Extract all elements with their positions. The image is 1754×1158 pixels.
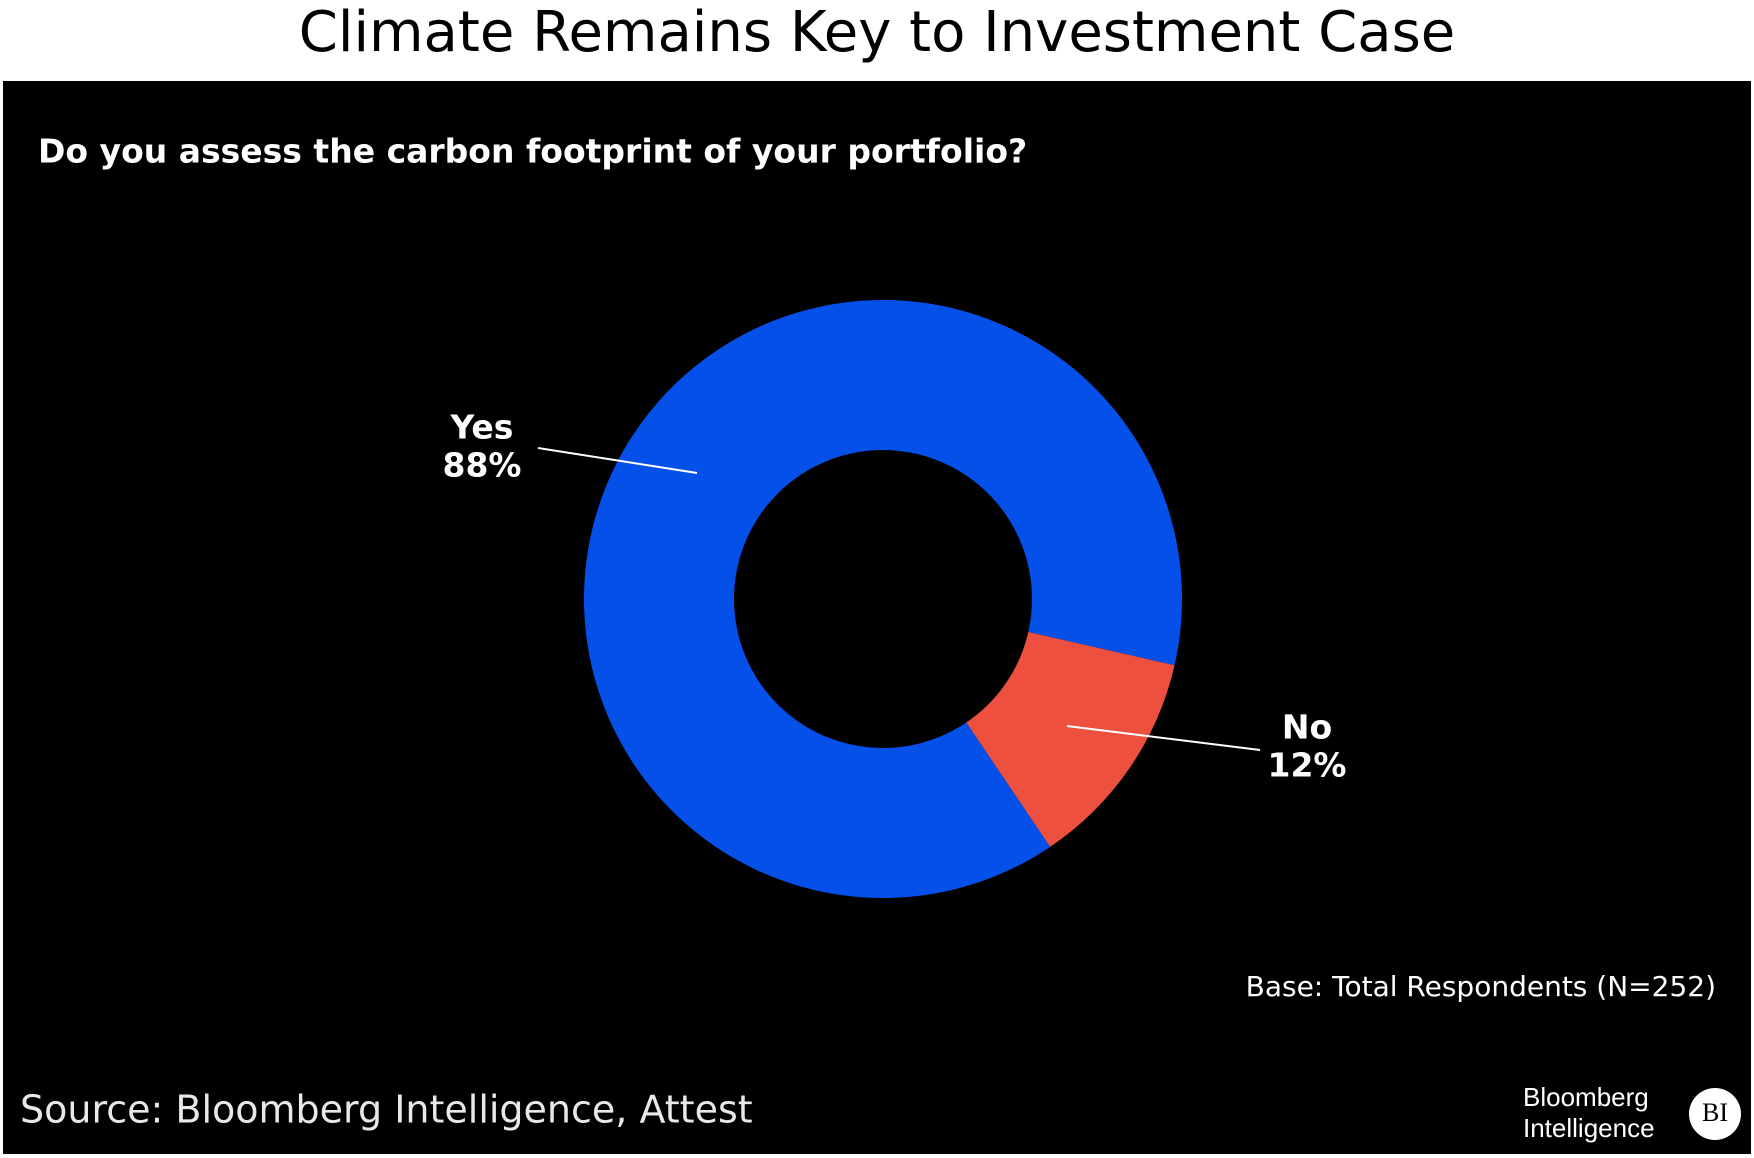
chart-title: Climate Remains Key to Investment Case bbox=[299, 0, 1455, 65]
donut-slice bbox=[584, 300, 1182, 899]
logo-text: Bloomberg bbox=[1523, 1082, 1649, 1112]
source: Source: Bloomberg Intelligence, Attest bbox=[20, 1088, 753, 1132]
value-label: 12% bbox=[1268, 746, 1347, 785]
logo-badge-text: BI bbox=[1702, 1098, 1728, 1127]
panel bbox=[3, 81, 1751, 1154]
leader-line bbox=[1066, 725, 1261, 751]
slice-label: Yes bbox=[450, 408, 514, 447]
donut-slice bbox=[966, 632, 1175, 847]
slice-label: No bbox=[1282, 708, 1332, 747]
chart-subtitle: Do you assess the carbon footprint of yo… bbox=[38, 132, 1027, 171]
value-label: 88% bbox=[443, 446, 522, 485]
leader-line bbox=[537, 447, 698, 474]
logo-badge bbox=[1689, 1088, 1741, 1140]
logo-text: Intelligence bbox=[1523, 1113, 1655, 1143]
note: Base: Total Respondents (N=252) bbox=[1246, 970, 1716, 1003]
